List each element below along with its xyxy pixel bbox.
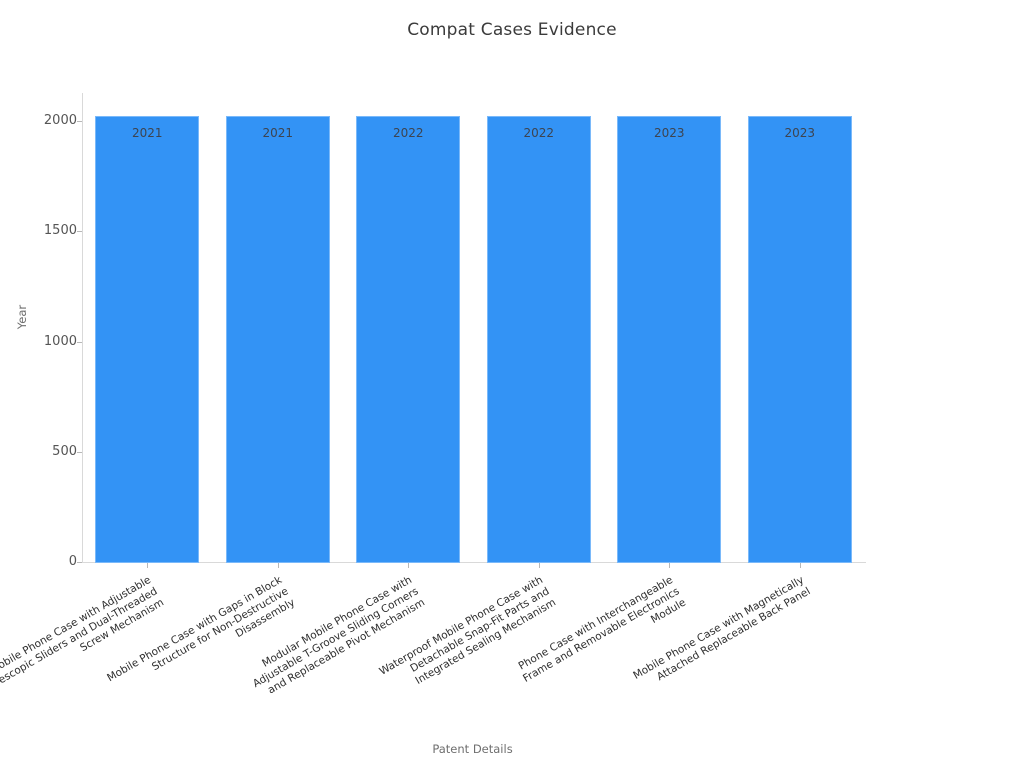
bar-value-label: 2021 xyxy=(262,126,294,141)
x-tick-mark xyxy=(538,563,540,568)
bar-slot: 2023 xyxy=(747,99,852,563)
y-tick-mark xyxy=(77,451,82,453)
chart-title: Compat Cases Evidence xyxy=(407,20,617,40)
y-tick-mark xyxy=(77,341,82,343)
y-tick-mark xyxy=(77,231,82,233)
bar[interactable]: 2021 xyxy=(225,116,330,563)
y-tick-mark xyxy=(77,121,82,123)
bar-slot: 2022 xyxy=(356,99,461,563)
bar-slot: 2023 xyxy=(617,99,722,563)
y-tick-label: 0 xyxy=(68,554,77,569)
y-tick-label: 500 xyxy=(52,443,77,459)
bar-slot: 2021 xyxy=(95,99,200,563)
bar-value-label: 2023 xyxy=(784,125,816,140)
y-tick-mark xyxy=(77,562,82,563)
x-tick-mark xyxy=(669,563,671,568)
y-tick-label: 2000 xyxy=(43,113,77,129)
bar[interactable]: 2023 xyxy=(617,115,722,563)
bar[interactable]: 2023 xyxy=(747,115,852,563)
y-tick-label: 1500 xyxy=(43,223,77,239)
bar-value-label: 2021 xyxy=(131,126,163,141)
bar[interactable]: 2021 xyxy=(95,116,200,563)
y-axis-spine xyxy=(82,93,83,563)
x-tick-mark xyxy=(147,563,149,568)
bar[interactable]: 2022 xyxy=(356,116,461,563)
y-axis-title: Year xyxy=(15,304,29,330)
bar-value-label: 2023 xyxy=(653,125,685,140)
bar-value-label: 2022 xyxy=(392,126,424,141)
x-tick-mark xyxy=(277,563,279,568)
x-axis-spine xyxy=(82,562,866,563)
x-tick-mark xyxy=(408,563,410,568)
bar-slot: 2022 xyxy=(486,99,591,563)
bar[interactable]: 2022 xyxy=(486,116,591,563)
x-tick-mark xyxy=(799,563,801,568)
x-axis-title: Patent Details xyxy=(432,742,513,756)
bar-slot: 2021 xyxy=(225,99,330,563)
y-tick-label: 1000 xyxy=(43,333,77,349)
bar-value-label: 2022 xyxy=(523,126,555,141)
plot-area: 2021 2021 2022 2022 2023 2023 xyxy=(82,99,865,563)
